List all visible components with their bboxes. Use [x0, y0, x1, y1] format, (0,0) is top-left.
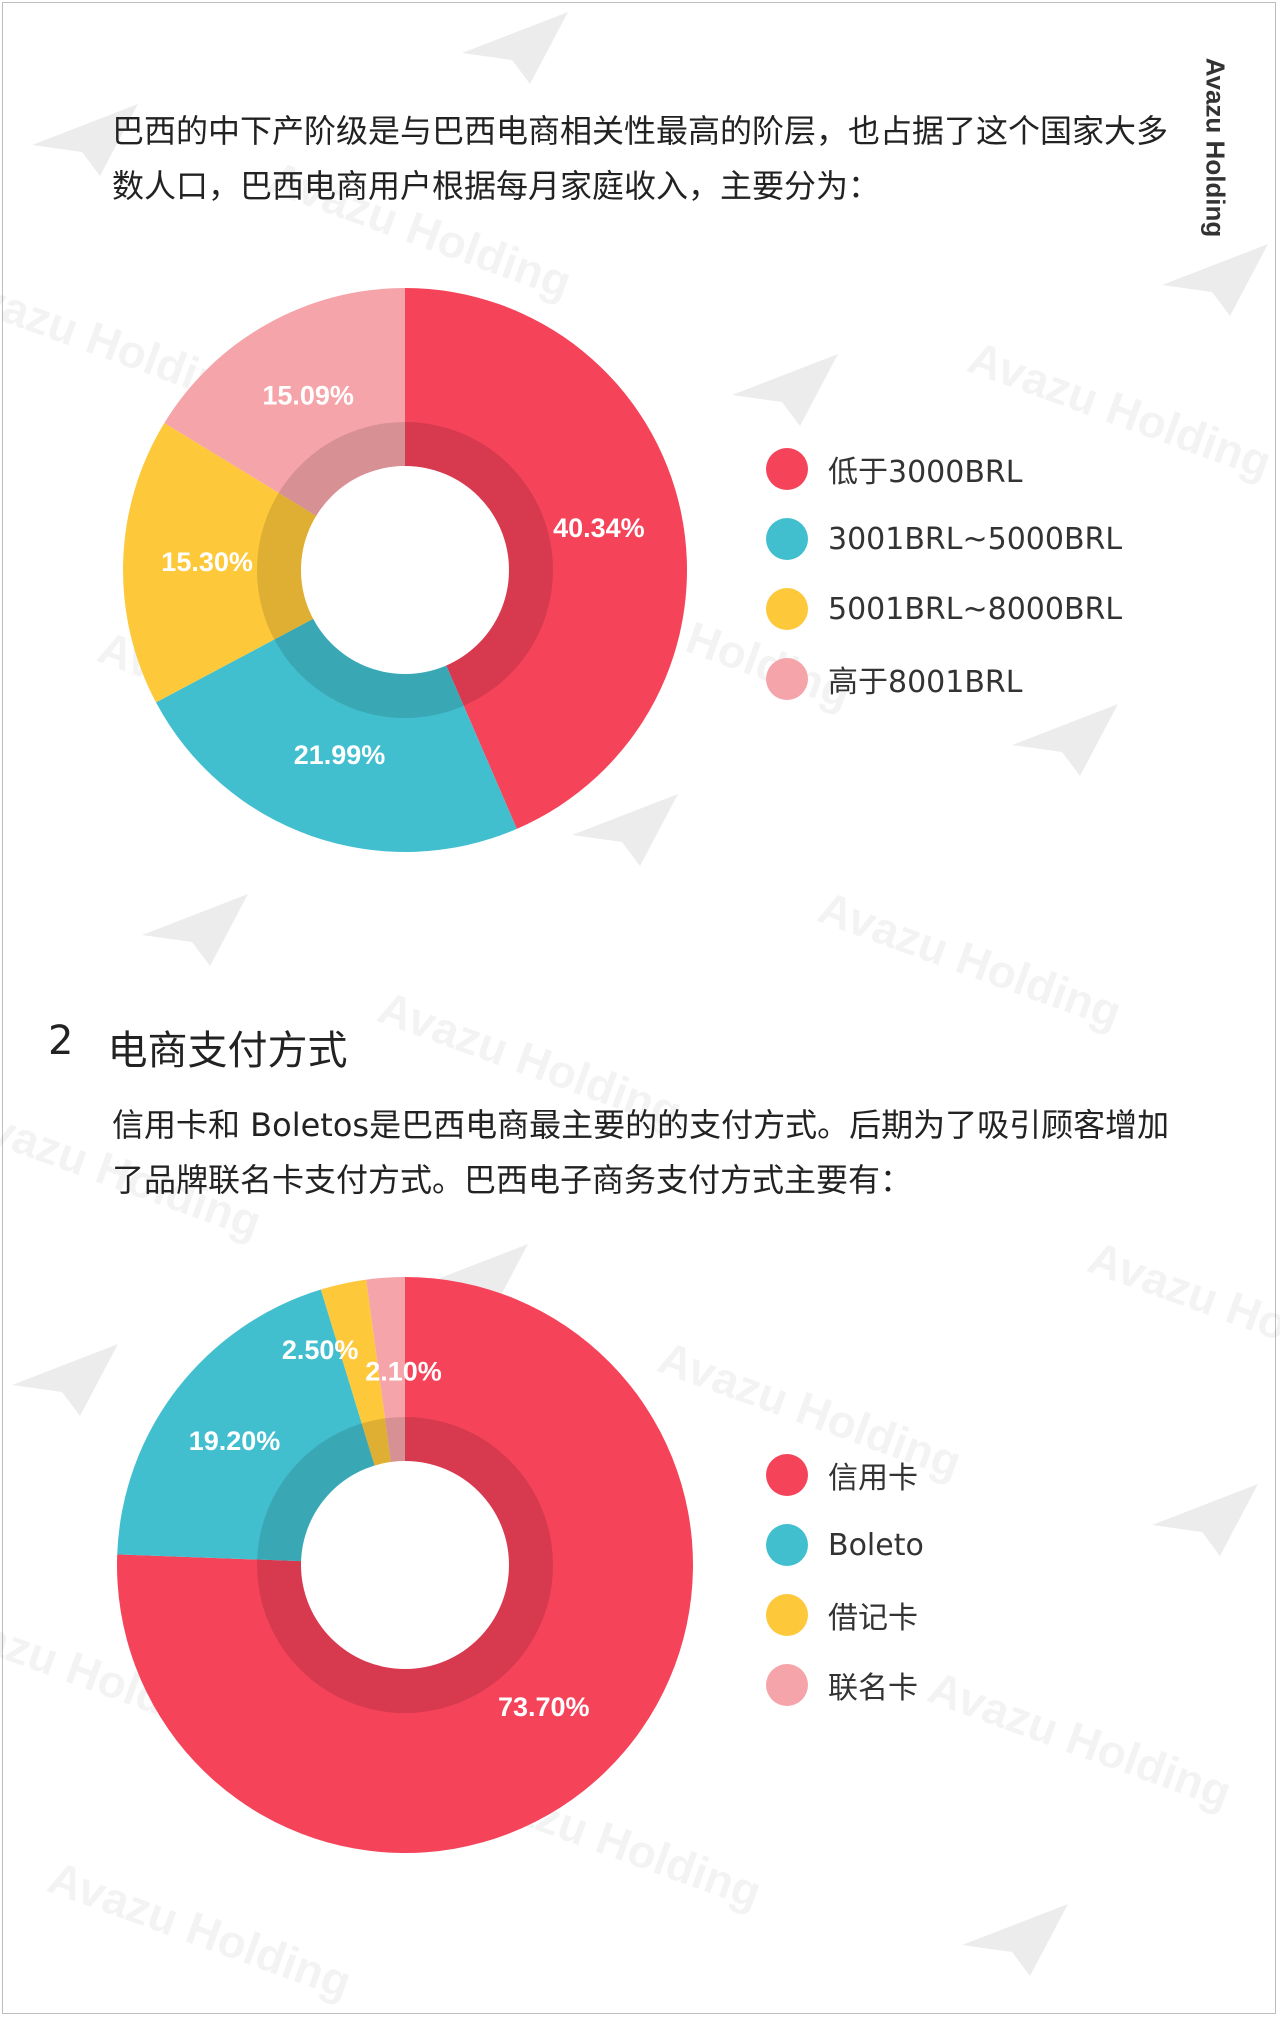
payment-paragraph: 信用卡和 Boletos是巴西电商最主要的的支付方式。后期为了吸引顾客增加了品牌…: [112, 1106, 1170, 1199]
legend-swatch: [766, 1664, 808, 1706]
income-donut-chart: 40.34% 21.99% 15.30% 15.09%: [122, 288, 687, 852]
slice-data-label: 2.10%: [365, 1357, 442, 1387]
legend-label: Boleto: [828, 1527, 924, 1563]
slice-data-label: 21.99%: [294, 740, 386, 770]
donut-hole: [301, 466, 509, 674]
legend-swatch: [766, 1524, 808, 1566]
legend-swatch: [766, 658, 808, 700]
legend-label: 联名卡: [828, 1671, 918, 1706]
slice-data-label: 40.34%: [553, 513, 645, 543]
legend-item: 高于8001BRL: [766, 644, 1122, 714]
legend-label: 高于8001BRL: [828, 665, 1023, 700]
legend-swatch: [766, 1454, 808, 1496]
section-number: 2: [48, 1018, 74, 1064]
donut-slice: [405, 288, 687, 829]
slice-data-label: 73.70%: [498, 1692, 590, 1722]
legend-item: 3001BRL~5000BRL: [766, 504, 1122, 574]
payment-chart-legend: 信用卡 Boleto 借记卡联名卡: [766, 1440, 924, 1720]
slice-data-label: 15.09%: [262, 380, 354, 410]
legend-item: 低于3000BRL: [766, 434, 1122, 504]
legend-item: 借记卡: [766, 1580, 924, 1650]
section-title: 电商支付方式: [107, 1028, 348, 1074]
legend-swatch: [766, 1594, 808, 1636]
legend-swatch: [766, 588, 808, 630]
legend-swatch: [766, 448, 808, 490]
legend-item: 5001BRL~8000BRL: [766, 574, 1122, 644]
legend-item: Boleto: [766, 1510, 924, 1580]
donut-hole: [301, 1461, 509, 1669]
legend-label: 借记卡: [828, 1601, 918, 1636]
legend-item: 信用卡: [766, 1440, 924, 1510]
legend-label: 5001BRL~8000BRL: [828, 591, 1123, 627]
payment-donut-chart: 73.70% 19.20% 2.50%2.10%: [116, 1277, 693, 1853]
section-heading: 2 电商支付方式: [48, 1018, 347, 1076]
donut-slice: [122, 423, 405, 703]
slice-data-label: 2.50%: [282, 1335, 359, 1365]
legend-label: 低于3000BRL: [828, 455, 1023, 490]
legend-item: 联名卡: [766, 1650, 924, 1720]
donut-inner-ring: [257, 1417, 553, 1713]
slice-data-label: 19.20%: [189, 1426, 281, 1456]
brand-vertical-label: Avazu Holding: [1195, 42, 1235, 252]
slice-data-label: 15.30%: [161, 547, 253, 577]
income-chart-legend: 低于3000BRL 3001BRL~5000BRL 5001BRL~8000BRL 高…: [766, 434, 1122, 714]
donut-inner-ring: [257, 422, 553, 718]
legend-swatch: [766, 518, 808, 560]
legend-label: 3001BRL~5000BRL: [828, 521, 1123, 557]
brand-name: Avazu Holding: [1200, 57, 1231, 237]
intro-paragraph: 巴西的中下产阶级是与巴西电商相关性最高的阶层，也占据了这个国家大多数人口，巴西电…: [112, 112, 1169, 205]
legend-label: 信用卡: [828, 1461, 918, 1496]
